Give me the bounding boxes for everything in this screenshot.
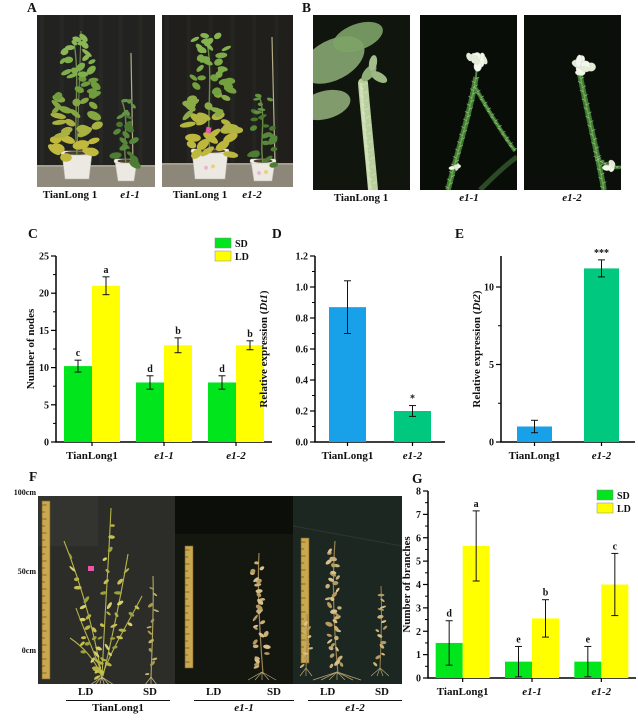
svg-text:0.4: 0.4 [296,376,309,387]
svg-text:20: 20 [39,289,49,300]
panel-f-label: F [29,469,38,484]
chart-relative-expression-dt1: 0.0 0.2 0.4 0.6 0.8 1.0 1.2 TianLong1 e1-2 * Relat… [258,252,445,462]
panel-f-group-name-3: e1-2 [345,702,365,714]
svg-text:4: 4 [416,580,421,591]
panel-b-photo-2 [420,15,517,190]
chart-number-of-branches: 0 1 2 3 4 5 6 7 8 TianLong1 d a e1-1 e b e1-2 e c Number o… [401,487,636,698]
svg-text:Number of branches: Number of branches [401,536,413,633]
chart-number-of-nodes: 0 5 10 15 20 25 TianLong1 c a e1-1 d b e1-2 d b Number … [25,237,272,462]
panel-a-photo-2 [162,15,293,187]
svg-text:0: 0 [416,674,421,685]
panel-a-cultivar-label-1: TianLong 1 [42,189,98,201]
panel-b-label: B [302,0,312,15]
svg-text:d: d [147,364,153,375]
svg-text:c: c [76,348,81,359]
svg-text:e1-2: e1-2 [592,686,612,698]
svg-text:Relative expression (Dt1): Relative expression (Dt1) [258,290,270,407]
svg-text:a: a [474,499,479,510]
chart-relative-expression-dt2: 0 5 10 TianLong1 e1-2 *** Relative expression … [471,248,635,462]
svg-text:LD: LD [617,504,631,515]
svg-text:b: b [247,329,253,340]
panel-f-group-e1-1: LD SD e1-1 [194,686,294,715]
panel-f-sd-label-3: SD [374,686,389,698]
panel-b-photo-3 [524,15,621,190]
svg-text:2: 2 [416,627,421,638]
svg-text:d: d [446,609,452,620]
svg-text:TianLong1: TianLong1 [437,686,489,698]
svg-text:10: 10 [484,283,494,294]
svg-text:0.2: 0.2 [296,407,309,418]
svg-text:e1-2: e1-2 [226,450,246,462]
panel-f-group-tianlong1: LD SD TianLong1 [66,686,170,715]
svg-text:e1-1: e1-1 [522,686,542,698]
svg-text:8: 8 [416,487,421,498]
svg-text:1.2: 1.2 [296,252,309,263]
panel-f-sd-label-1: SD [142,686,157,698]
panel-f-ld-label-1: LD [78,686,94,698]
panel-b-label-2: e1-1 [459,192,479,204]
svg-text:TianLong1: TianLong1 [509,450,561,462]
svg-text:Relative expression (Dt2): Relative expression (Dt2) [471,290,483,407]
svg-text:b: b [543,588,549,599]
panel-b-photo-1 [313,15,410,190]
panel-f-scale-50cm: 50cm [17,567,36,576]
panel-d-label: D [272,226,282,241]
svg-text:*: * [410,394,415,405]
svg-text:0: 0 [44,438,49,449]
svg-text:TianLong1: TianLong1 [66,450,118,462]
panel-g-label: G [412,471,423,486]
panel-b-label-1: TianLong 1 [333,192,389,204]
svg-text:e: e [586,634,591,645]
svg-text:e: e [516,634,521,645]
panel-f-ld-label-3: LD [320,686,336,698]
svg-text:5: 5 [44,400,49,411]
svg-text:b: b [175,326,181,337]
svg-text:15: 15 [39,326,49,337]
panel-e-label: E [455,226,465,241]
svg-text:0.0: 0.0 [296,438,309,449]
panel-f-scale-0cm: 0cm [21,646,36,655]
panel-f-group-name-1: TianLong1 [92,702,144,714]
panel-a-mutant-label-1: e1-1 [120,189,140,201]
svg-text:5: 5 [416,557,421,568]
svg-text:3: 3 [416,603,421,614]
panel-a-photo-1 [37,15,155,187]
svg-text:5: 5 [489,360,494,371]
svg-text:0.6: 0.6 [296,345,309,356]
panel-a-cultivar-label-2: TianLong 1 [172,189,228,201]
panel-a-mutant-label-2: e1-2 [242,189,262,201]
svg-text:TianLong1: TianLong1 [322,450,374,462]
svg-text:0: 0 [489,438,494,449]
svg-text:Number of nodes: Number of nodes [25,308,37,389]
svg-text:25: 25 [39,252,49,263]
svg-text:d: d [219,364,225,375]
svg-text:10: 10 [39,363,49,374]
svg-text:LD: LD [235,252,249,263]
panel-f-group-e1-2: LD SD e1-2 [308,686,402,715]
svg-text:1: 1 [416,650,421,661]
svg-text:***: *** [594,248,609,259]
svg-text:SD: SD [617,491,630,502]
svg-text:0.8: 0.8 [296,314,309,325]
panel-c-label: C [28,226,38,241]
svg-text:e1-2: e1-2 [403,450,423,462]
svg-text:c: c [613,541,618,552]
svg-text:e1-2: e1-2 [592,450,612,462]
svg-text:6: 6 [416,533,421,544]
panel-f-group-name-2: e1-1 [234,702,254,714]
panel-f-ld-label-2: LD [206,686,222,698]
panel-f-scale-100cm: 100cm [13,488,36,497]
svg-text:SD: SD [235,239,248,250]
svg-text:1.0: 1.0 [296,283,309,294]
panel-f-photo-strip [38,496,402,684]
svg-text:7: 7 [416,510,421,521]
svg-text:a: a [104,265,109,276]
panel-b-label-3: e1-2 [562,192,582,204]
panel-f-sd-label-2: SD [266,686,281,698]
panel-a-label: A [27,0,37,15]
svg-text:e1-1: e1-1 [154,450,174,462]
